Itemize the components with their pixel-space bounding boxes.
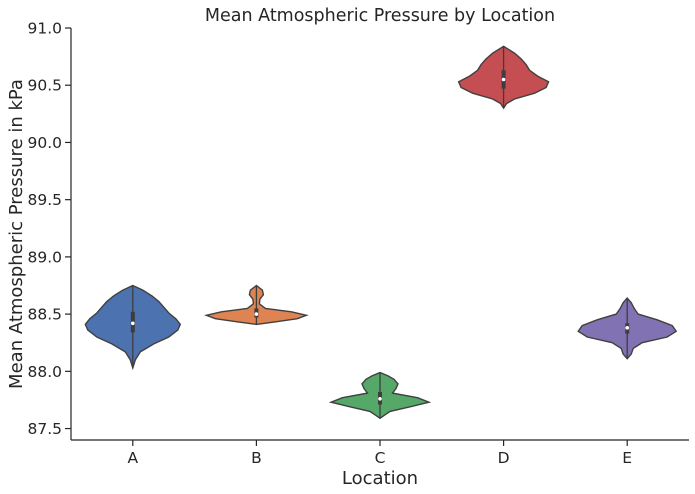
y-tick-label: 90.0 — [27, 134, 62, 152]
median-dot-E — [625, 326, 629, 330]
x-tick-label: B — [251, 449, 262, 467]
x-tick-label: D — [498, 449, 510, 467]
y-axis-title: Mean Atmospheric Pressure in kPa — [6, 79, 27, 389]
x-tick-label: C — [375, 449, 386, 467]
y-tick-label: 89.5 — [27, 191, 62, 209]
median-dot-B — [254, 312, 259, 316]
x-axis-title: Location — [342, 468, 418, 489]
x-tick-label: E — [622, 449, 632, 467]
plot-area: 87.5 88.0 88.5 89.0 89.5 90.0 90.5 91.0 A B C D E — [27, 20, 689, 467]
y-tick-label: 90.5 — [27, 77, 62, 95]
median-dot-A — [131, 321, 135, 326]
y-tick-label: 88.5 — [27, 306, 62, 324]
y-tick-label: 88.0 — [27, 363, 62, 381]
y-tick-label: 89.0 — [27, 248, 62, 266]
chart-title: Mean Atmospheric Pressure by Location — [205, 6, 555, 26]
median-dot-C — [378, 397, 382, 401]
median-dot-D — [501, 77, 506, 82]
y-tick-label: 91.0 — [27, 20, 62, 38]
x-tick-label: A — [127, 449, 138, 467]
y-tick-label: 87.5 — [27, 420, 62, 438]
